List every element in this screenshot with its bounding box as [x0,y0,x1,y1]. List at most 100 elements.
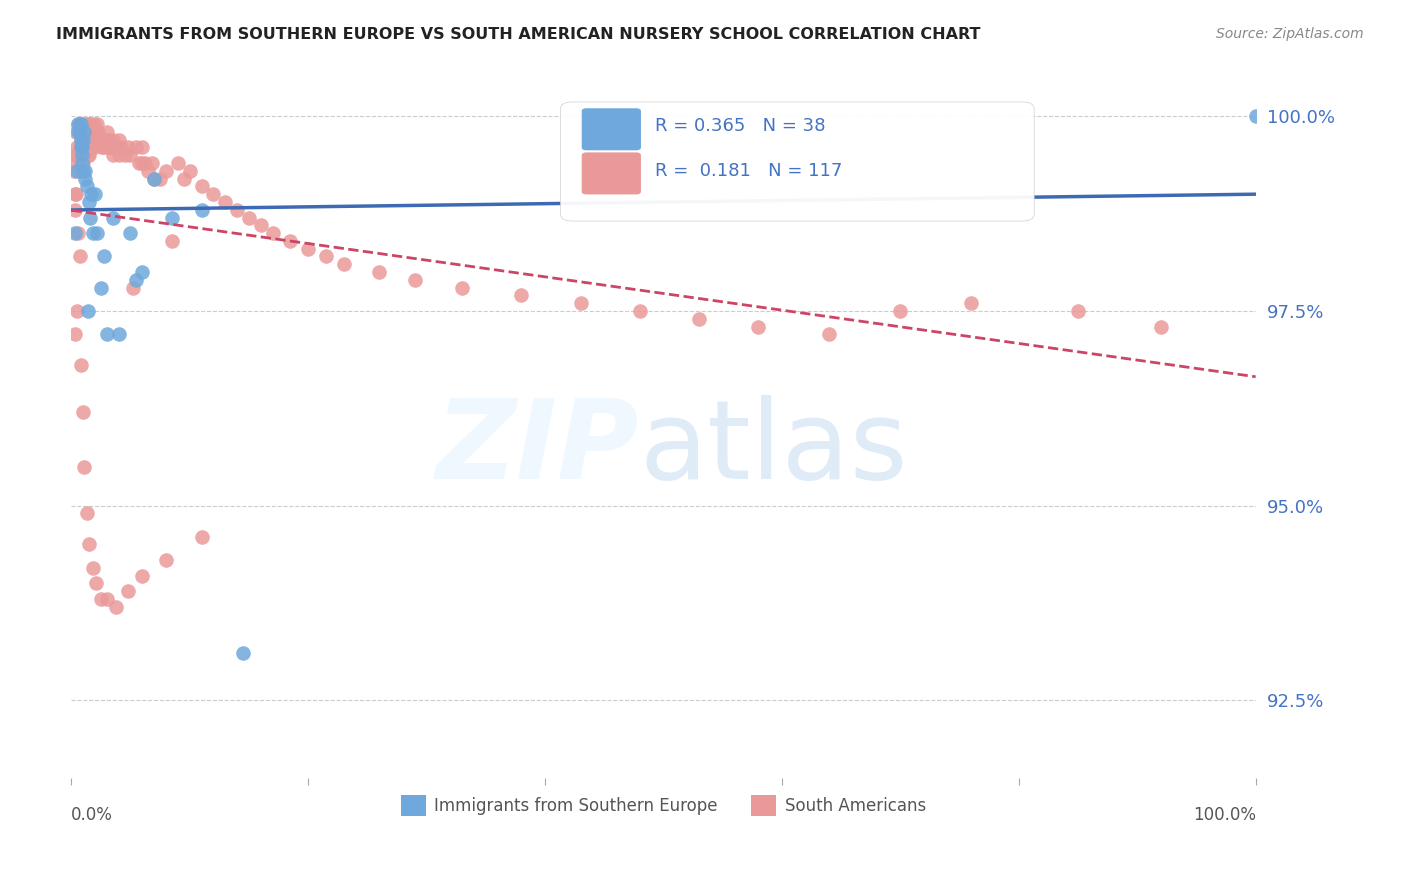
Text: Source: ZipAtlas.com: Source: ZipAtlas.com [1216,27,1364,41]
Point [160,234,183,248]
Point [72,156,94,170]
Point [69,250,91,264]
Point [86,226,108,240]
Point [63,226,86,240]
Point [76,133,98,147]
Text: IMMIGRANTS FROM SOUTHERN EUROPE VS SOUTH AMERICAN NURSERY SCHOOL CORRELATION CHA: IMMIGRANTS FROM SOUTHERN EUROPE VS SOUTH… [56,27,981,42]
FancyBboxPatch shape [561,102,1035,221]
Point [117,140,139,154]
Point [73,459,96,474]
Point [297,242,319,256]
Point [69,140,91,154]
Point [249,219,271,233]
Point [510,288,533,302]
Point [368,265,391,279]
Text: 100.0%: 100.0% [1192,806,1256,824]
FancyBboxPatch shape [582,153,641,194]
Text: atlas: atlas [640,395,908,502]
Point [128,156,150,170]
Point [80,187,103,202]
Point [238,211,260,225]
Point [332,257,354,271]
Point [79,133,101,147]
Point [86,117,108,131]
Point [75,133,97,147]
Point [76,179,98,194]
Point [77,194,100,209]
Point [155,553,177,567]
Point [75,117,97,131]
Point [93,133,115,147]
Point [451,280,474,294]
Point [226,202,249,217]
Point [190,179,212,194]
Point [96,125,118,139]
Point [79,211,101,225]
Point [404,273,426,287]
Point [65,148,87,162]
Point [82,133,104,147]
Point [66,304,89,318]
Point [214,194,236,209]
Point [84,187,107,202]
Point [72,133,94,147]
Point [63,187,86,202]
Point [166,156,188,170]
Text: R =  0.181   N = 117: R = 0.181 N = 117 [655,161,842,179]
Point [69,125,91,139]
Point [818,327,841,342]
Point [73,133,96,147]
Point [79,117,101,131]
Point [160,211,183,225]
Point [101,133,124,147]
Point [96,327,118,342]
Point [143,171,166,186]
Point [1244,109,1267,123]
Point [67,226,90,240]
Point [136,164,159,178]
Point [65,125,87,139]
Point [90,133,112,147]
Point [280,234,302,248]
Point [131,156,153,170]
Point [75,164,97,178]
Point [173,171,195,186]
Point [77,148,100,162]
Point [232,647,254,661]
Point [960,296,983,310]
Point [202,187,225,202]
Point [76,148,98,162]
Point [69,140,91,154]
Point [76,507,98,521]
Point [75,171,97,186]
Point [190,530,212,544]
Point [120,148,142,162]
Point [69,133,91,147]
Point [72,405,94,419]
Point [125,273,148,287]
Point [69,125,91,139]
Point [76,117,98,131]
Legend: Immigrants from Southern Europe, South Americans: Immigrants from Southern Europe, South A… [395,789,932,822]
Point [149,171,172,186]
Point [69,117,91,131]
Point [77,117,100,131]
Point [93,250,115,264]
Point [114,148,136,162]
Point [83,117,105,131]
Text: R = 0.365   N = 38: R = 0.365 N = 38 [655,118,825,136]
Point [70,140,93,154]
Point [72,140,94,154]
Point [315,250,337,264]
Point [73,148,96,162]
Point [628,304,651,318]
Point [96,591,118,606]
Point [66,140,89,154]
Point [98,140,121,154]
Point [105,599,128,614]
Point [84,133,107,147]
Point [262,226,284,240]
Point [67,148,90,162]
Point [121,280,143,294]
Point [117,584,139,599]
